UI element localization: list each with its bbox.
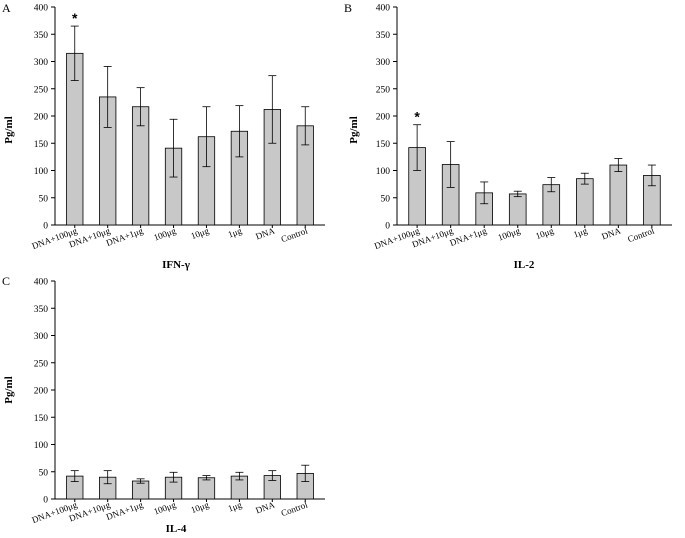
- panel-b-bar: [508, 193, 527, 226]
- panel-c-bar: [131, 480, 150, 500]
- panel-b-category-label: DNA: [600, 225, 622, 241]
- panel-b-letter: B: [344, 1, 352, 15]
- panel-b-ytick-label: 300: [376, 58, 391, 68]
- panel-a-category-label: 10μg: [190, 225, 211, 241]
- panel-c-category-label: 1μg: [227, 499, 244, 513]
- panel-b-significance-marker: *: [414, 109, 420, 125]
- panel-c-category-label: 10μg: [190, 499, 211, 515]
- panel-c-bar: [197, 477, 216, 500]
- panel-c-category-label: DNA: [254, 499, 276, 515]
- panel-c-category-label: Control: [280, 499, 310, 518]
- panel-a-ytick-label: 150: [34, 140, 49, 150]
- panel-a-ytick-label: 50: [39, 194, 49, 204]
- panel-b-xlabel: IL-2: [514, 259, 535, 271]
- panel-b-category-label: DNA+1μg: [448, 225, 488, 248]
- panel-b-ytick-label: 400: [376, 4, 391, 14]
- panel-a-ytick-label: 200: [34, 113, 49, 123]
- panel-a-category-label: 100μg: [152, 225, 177, 242]
- panel-c-ytick-label: 200: [34, 387, 49, 397]
- panel-c-xlabel: IL-4: [166, 523, 187, 535]
- panel-c-category-label: DNA+1μg: [105, 499, 145, 522]
- panel-c-letter: C: [2, 274, 10, 288]
- panel-a-category-label: Control: [280, 225, 310, 244]
- panel-b-bar: [576, 178, 594, 226]
- panel-a-significance-marker: *: [72, 10, 78, 26]
- panel-a-ytick-label: 0: [43, 222, 48, 232]
- panel-a: A Pg/ml IFN-γ 0 50 100 150 200 250 300 350 400 DN…: [2, 1, 325, 271]
- panel-a-ytick-label: 400: [34, 4, 49, 14]
- panel-b-ylabel: Pg/ml: [348, 116, 360, 144]
- panel-a-ytick-label: 300: [34, 58, 49, 68]
- panel-a-category-label: 1μg: [227, 225, 244, 239]
- panel-b-category-label: 10μg: [534, 225, 555, 241]
- panel-c-ytick-label: 250: [34, 359, 49, 369]
- panel-a-letter: A: [2, 1, 11, 15]
- panel-b-category-label: 100μg: [497, 225, 522, 242]
- panel-c-ytick-label: 350: [34, 305, 49, 315]
- panel-b-ytick-label: 150: [376, 140, 391, 150]
- panel-c-ytick-label: 50: [39, 468, 49, 478]
- panel-a-ylabel: Pg/ml: [3, 116, 15, 144]
- panel-c-ytick-label: 0: [43, 496, 48, 506]
- panel-b-ytick-label: 0: [385, 222, 390, 232]
- panel-a-xlabel: IFN-γ: [162, 259, 190, 271]
- panel-a-ytick-label: 250: [34, 85, 49, 95]
- panel-b-category-label: 1μg: [572, 225, 589, 239]
- panel-a-category-label: DNA: [254, 225, 276, 241]
- panel-b-ytick-label: 50: [381, 194, 391, 204]
- panel-c-plot: 050100150200250300350400DNA+100μgDNA+10μ…: [30, 278, 325, 525]
- panel-b-ytick-label: 100: [376, 167, 391, 177]
- panel-c-ytick-label: 300: [34, 332, 49, 342]
- panel-b-category-label: Control: [626, 225, 656, 244]
- panel-b-plot: 050100150200250300350400DNA+100μg*DNA+10…: [373, 4, 672, 251]
- panel-a-ytick-label: 350: [34, 31, 49, 41]
- panel-c-ytick-label: 400: [34, 278, 49, 288]
- panel-b: B Pg/ml IL-2 0 50 100 150 200 250 300 350 400 DNA…: [344, 1, 672, 271]
- panel-c-ytick-label: 150: [34, 414, 49, 424]
- panel-b-bar: [609, 164, 628, 226]
- panel-a-plot: 050100150200250300350400DNA+100μg*DNA+10…: [30, 4, 325, 251]
- panel-a-category-label: DNA+1μg: [105, 225, 145, 248]
- panel-c-ytick-label: 100: [34, 441, 49, 451]
- panel-b-ytick-label: 350: [376, 31, 391, 41]
- panel-c: C Pg/ml IL-4 0 50 100 150 200 250 300 350 400 DNA…: [2, 274, 325, 535]
- panel-b-ytick-label: 250: [376, 85, 391, 95]
- panel-a-ytick-label: 100: [34, 167, 49, 177]
- panel-c-ylabel: Pg/ml: [3, 376, 15, 404]
- panel-c-category-label: 100μg: [152, 499, 177, 516]
- panel-b-ytick-label: 200: [376, 113, 391, 123]
